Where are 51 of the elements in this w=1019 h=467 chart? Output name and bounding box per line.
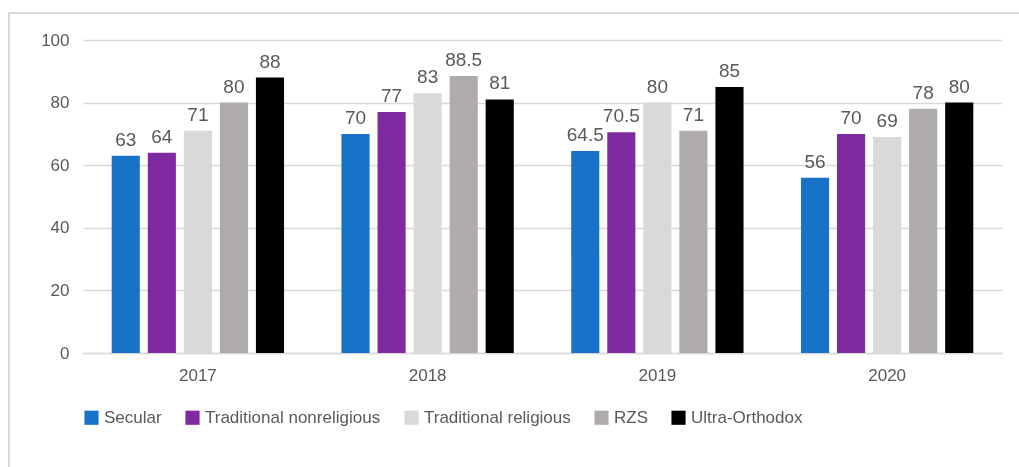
legend-label: RZS — [614, 407, 648, 427]
data-label: 88 — [259, 50, 281, 72]
x-tick-label: 2020 — [868, 365, 907, 385]
bar — [111, 155, 140, 353]
data-label: 80 — [646, 75, 668, 97]
data-label: 64 — [151, 125, 173, 147]
bar — [945, 102, 974, 353]
y-tick-label: 40 — [50, 218, 70, 238]
bar — [255, 77, 285, 353]
bar — [679, 130, 708, 353]
bar — [607, 132, 636, 353]
data-label: 70 — [344, 106, 367, 128]
y-tick-label: 100 — [41, 30, 70, 50]
legend-label: Secular — [104, 407, 162, 427]
y-tick-label: 60 — [50, 155, 70, 175]
data-label: 63 — [115, 128, 137, 150]
bar — [485, 99, 514, 353]
y-tick-label: 0 — [60, 343, 70, 363]
data-label: 71 — [187, 103, 209, 125]
bar — [837, 133, 866, 353]
data-label: 88.5 — [445, 49, 483, 70]
data-label: 56 — [804, 150, 826, 172]
bar — [800, 177, 830, 353]
bar — [377, 111, 406, 353]
legend-label: Traditional nonreligious — [205, 407, 381, 427]
data-label: 80 — [948, 75, 970, 97]
x-tick-label: 2019 — [638, 365, 677, 385]
data-label: 70.5 — [602, 105, 640, 127]
bar — [341, 133, 370, 353]
bar — [909, 108, 938, 353]
data-label: 80 — [223, 75, 245, 97]
data-label: 70 — [840, 106, 862, 128]
data-label: 81 — [489, 72, 511, 94]
bar — [219, 102, 248, 353]
data-label: 83 — [417, 66, 439, 88]
legend-label: Traditional religious — [424, 407, 571, 427]
data-label: 78 — [912, 81, 934, 103]
data-label: 71 — [682, 103, 704, 125]
bar — [715, 86, 744, 353]
bar — [147, 152, 176, 353]
bar — [449, 76, 478, 353]
x-tick-label: 2018 — [408, 365, 447, 385]
y-tick-label: 20 — [50, 280, 70, 300]
bar — [571, 151, 600, 353]
y-tick-label: 80 — [50, 93, 70, 113]
legend-label: Ultra-Orthodox — [691, 407, 803, 427]
data-label: 85 — [718, 59, 741, 81]
x-tick-label: 2017 — [178, 365, 217, 385]
data-label: 77 — [381, 84, 403, 106]
data-label: 64.5 — [566, 124, 604, 146]
data-label: 69 — [876, 110, 898, 132]
